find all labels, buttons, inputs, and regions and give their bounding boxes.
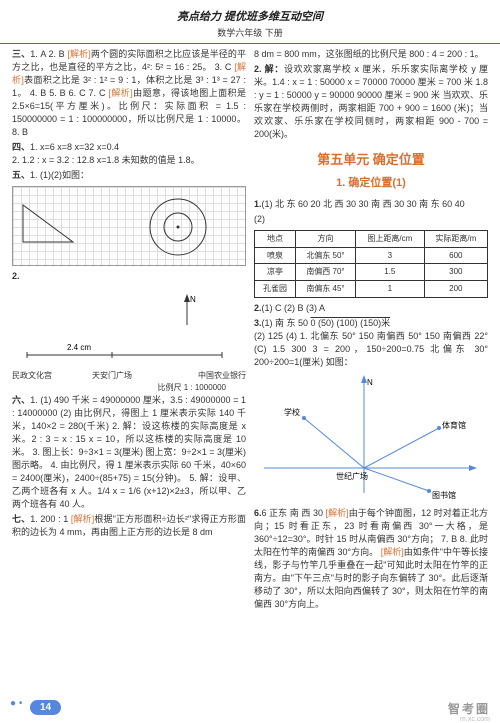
watermark: 智考圈: [448, 700, 490, 717]
label-mid: 天安门广场: [92, 370, 132, 382]
table-header-row: 地点方向图上距离/cm实际距离/m: [255, 231, 488, 248]
compass-figure: N 2.4 cm 民政文化宫 天安门广场 中国农业银行 比例尺 1 : 1000…: [12, 290, 246, 380]
sec7: 七、1. 200 : 1 [解析]根据"正方形面积÷边长²"求得正方形面积的边长…: [12, 513, 246, 539]
svg-text:2.4 cm: 2.4 cm: [67, 343, 91, 352]
label-left: 民政文化宫: [12, 370, 52, 382]
sub-title: 1. 确定位置(1): [254, 176, 488, 192]
table-label: (2): [254, 213, 488, 226]
sec5-2: 2.: [12, 270, 246, 283]
watermark-sub: m.xc.com: [460, 716, 490, 723]
coord-svg: N 学校 体育馆 图书馆 世纪广场: [254, 373, 488, 503]
shapes-svg: [13, 187, 245, 267]
sec4: 四、1. x=6 x=8 x=32 x=0.4 2. 1.2 : x = 3.2…: [12, 141, 246, 167]
sec6: 六、1. (1) 490 千米 = 49000000 厘米，3.5 : 4900…: [12, 394, 246, 511]
header-sub: 数学六年级 下册: [0, 26, 500, 39]
label-right: 中国农业银行: [198, 370, 246, 382]
left-column: 三、1. A 2. B [解析]两个圆的实际面积之比应该是半径的平方之比，也是直…: [8, 48, 250, 613]
compass-svg: N 2.4 cm: [12, 290, 246, 380]
q1: 1.(1) 北 东 60 20 北 西 30 30 南 西 30 30 南 东 …: [254, 198, 488, 211]
sec3: 三、1. A 2. B [解析]两个圆的实际面积之比应该是半径的平方之比，也是直…: [12, 48, 246, 139]
svg-text:N: N: [367, 378, 373, 387]
svg-text:体育馆: 体育馆: [442, 420, 466, 430]
direction-table: 地点方向图上距离/cm实际距离/m 喷泉北偏东 50°3600 凉亭南偏西 70…: [254, 230, 488, 297]
grid-figure: [12, 186, 246, 266]
table-row: 凉亭南偏西 70°1.5300: [255, 264, 488, 281]
q6: 6.6 正东 南 西 30 [解析]由于每个钟面图，12 时对着正北方向；15 …: [254, 507, 488, 611]
page-header: 亮点给力 提优班多维互动空间 数学六年级 下册: [0, 0, 500, 44]
coord-figure: N 学校 体育馆 图书馆 世纪广场: [254, 373, 488, 503]
sec5-label: 五、1. (1)(2)如图：: [12, 169, 246, 182]
svg-text:世纪广场: 世纪广场: [336, 471, 368, 481]
north-label: N: [190, 295, 196, 304]
svg-text:图书馆: 图书馆: [432, 490, 456, 500]
right-column: 8 dm = 800 mm，这张图纸的比例尺是 800 : 4 = 200 : …: [250, 48, 492, 613]
page-dots: ● •: [10, 698, 22, 709]
page-number: 14: [30, 700, 61, 715]
svg-text:学校: 学校: [284, 407, 300, 417]
q2-right: 2. 解：设欢欢家离学校 x 厘米，乐乐家实际离学校 y 厘米。1.4 : x …: [254, 63, 488, 141]
unit-title: 第五单元 确定位置: [254, 151, 488, 170]
cont: 8 dm = 800 mm，这张图纸的比例尺是 800 : 4 = 200 : …: [254, 48, 488, 61]
header-title: 亮点给力 提优班多维互动空间: [0, 8, 500, 24]
table-row: 孔雀园南偏东 45°1200: [255, 280, 488, 297]
ratio: 比例尺 1 : 1000000: [158, 382, 226, 394]
content-columns: 三、1. A 2. B [解析]两个圆的实际面积之比应该是半径的平方之比，也是直…: [0, 44, 500, 617]
table-row: 喷泉北偏东 50°3600: [255, 247, 488, 264]
q3: 3.(1) 南 东 50 0 (50) (100) (150)米(2) 125 …: [254, 317, 488, 369]
q2: 2.(1) C (2) B (3) A: [254, 302, 488, 315]
